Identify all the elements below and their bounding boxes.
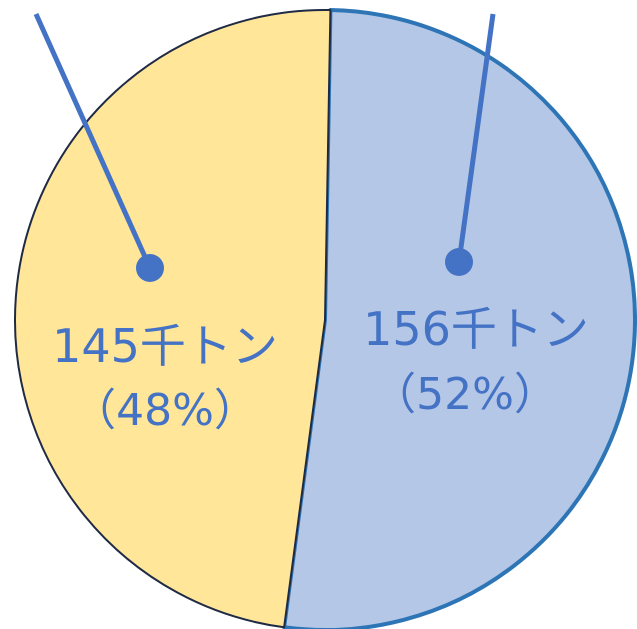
leader-line-blue	[456, 13, 496, 263]
slice-yellow-value-label: 145千トン	[52, 319, 278, 373]
pie-slice-blue	[282, 8, 637, 629]
slice-blue-value-label: 156千トン	[363, 302, 589, 356]
pie-slice-yellow	[14, 9, 332, 629]
slice-blue-percent-label: （52%）	[372, 369, 558, 420]
leader-line-blue-dot	[445, 248, 473, 276]
slice-yellow-percent-label: （48%）	[72, 385, 258, 436]
leader-line-yellow-dot	[136, 254, 164, 282]
leader-line-yellow	[33, 12, 153, 270]
